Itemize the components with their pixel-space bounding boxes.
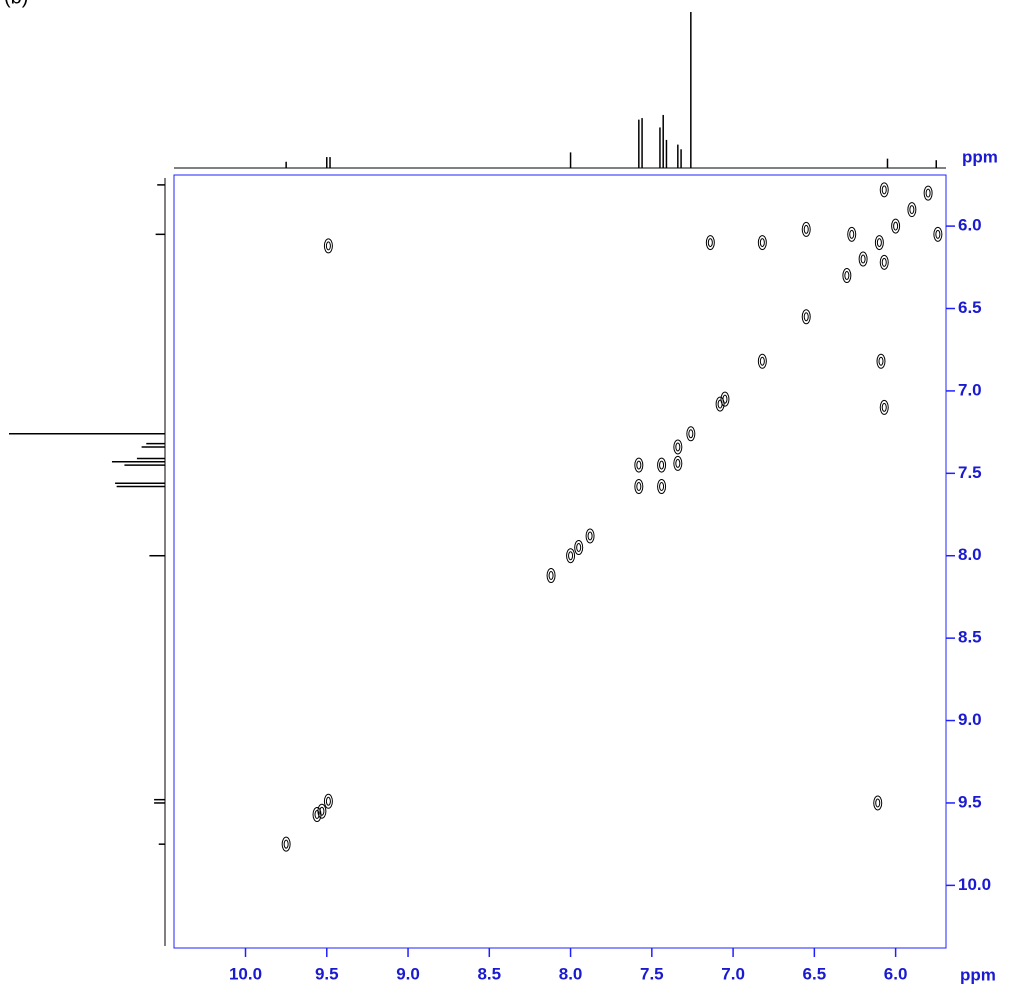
y-tick-label: 7.5: [958, 463, 982, 482]
cross-peak: [323, 238, 333, 254]
cross-peak: [891, 218, 901, 234]
cross-peak: [881, 185, 887, 195]
y-tick-label: 9.5: [958, 792, 982, 811]
cross-peak: [325, 796, 331, 806]
cross-peak: [844, 271, 850, 281]
cross-peak: [722, 394, 728, 404]
x-tick-label: 8.5: [477, 964, 501, 983]
x-tick-label: 9.0: [396, 964, 420, 983]
cross-peak: [876, 353, 886, 369]
cross-peak: [636, 482, 642, 492]
cross-peak: [801, 221, 811, 237]
y-tick-label: 6.5: [958, 298, 982, 317]
x-tick-label: 8.0: [559, 964, 583, 983]
cross-peak: [879, 254, 889, 270]
cross-peak: [587, 531, 593, 541]
cross-peak: [909, 205, 915, 215]
cross-peak: [907, 202, 917, 218]
cross-peak: [759, 238, 765, 248]
x-tick-label: 7.0: [721, 964, 745, 983]
cross-peak: [803, 224, 809, 234]
cross-peak: [657, 457, 667, 473]
cross-peak: [879, 182, 889, 198]
cross-peak: [925, 188, 931, 198]
cross-peak: [673, 455, 683, 471]
cross-peak: [860, 254, 866, 264]
cross-peak: [849, 229, 855, 239]
x-tick-label: 6.0: [884, 964, 908, 983]
cross-peak: [879, 399, 889, 415]
cross-peak: [935, 229, 941, 239]
cross-peak: [705, 235, 715, 251]
cross-peak: [568, 551, 574, 561]
cross-peak: [283, 839, 289, 849]
y-tick-label: 7.0: [958, 380, 982, 399]
cross-peak: [634, 457, 644, 473]
cross-peak: [881, 402, 887, 412]
cross-peak: [873, 795, 883, 811]
cross-peak: [876, 238, 882, 248]
cross-peak: [874, 235, 884, 251]
cross-peak: [325, 241, 331, 251]
cross-peak: [893, 221, 899, 231]
cross-peak: [715, 396, 725, 412]
x-tick-label: 10.0: [229, 964, 262, 983]
cross-peak: [923, 185, 933, 201]
cross-peak: [707, 238, 713, 248]
cross-peak: [720, 391, 730, 407]
x-tick-label: 9.5: [315, 964, 339, 983]
cross-peak: [576, 542, 582, 552]
y-tick-label: 8.0: [958, 545, 982, 564]
cross-peak: [673, 439, 683, 455]
cross-peak: [801, 309, 811, 325]
cross-peak: [881, 257, 887, 267]
x-tick-label: 6.5: [803, 964, 827, 983]
cross-peak: [634, 479, 644, 495]
cross-peak: [636, 460, 642, 470]
cross-peak: [314, 809, 320, 819]
cross-peak: [323, 793, 333, 809]
cross-peak: [546, 568, 556, 584]
cross-peak: [688, 429, 694, 439]
cross-peak: [657, 479, 667, 495]
cross-peak: [858, 251, 868, 267]
cross-peak: [842, 268, 852, 284]
cross-peak: [878, 356, 884, 366]
y-tick-label: 10.0: [958, 875, 991, 894]
cross-peak: [659, 482, 665, 492]
y-tick-label: 8.5: [958, 628, 982, 647]
cross-peak: [319, 806, 325, 816]
x-tick-label: 7.5: [640, 964, 664, 983]
cross-peak: [803, 312, 809, 322]
cross-peak: [759, 356, 765, 366]
cross-peak: [585, 528, 595, 544]
cross-peak: [675, 442, 681, 452]
x-axis-label: ppm: [960, 965, 996, 984]
cross-peak: [933, 226, 943, 242]
cross-peak: [281, 836, 291, 852]
cross-peak: [686, 426, 696, 442]
cross-peak: [548, 571, 554, 581]
cross-peak: [675, 458, 681, 468]
plot-frame: [173, 174, 947, 949]
cross-peak: [566, 548, 576, 564]
cross-peak: [757, 353, 767, 369]
y-axis-label: ppm: [962, 147, 998, 166]
cross-peak: [875, 798, 881, 808]
panel-label: (b): [4, 0, 28, 8]
cross-peak: [659, 460, 665, 470]
y-tick-label: 6.0: [958, 216, 982, 235]
cross-peak: [312, 806, 322, 822]
cross-peak: [757, 235, 767, 251]
y-tick-label: 9.0: [958, 710, 982, 729]
cross-peak: [574, 539, 584, 555]
cross-peak: [847, 226, 857, 242]
